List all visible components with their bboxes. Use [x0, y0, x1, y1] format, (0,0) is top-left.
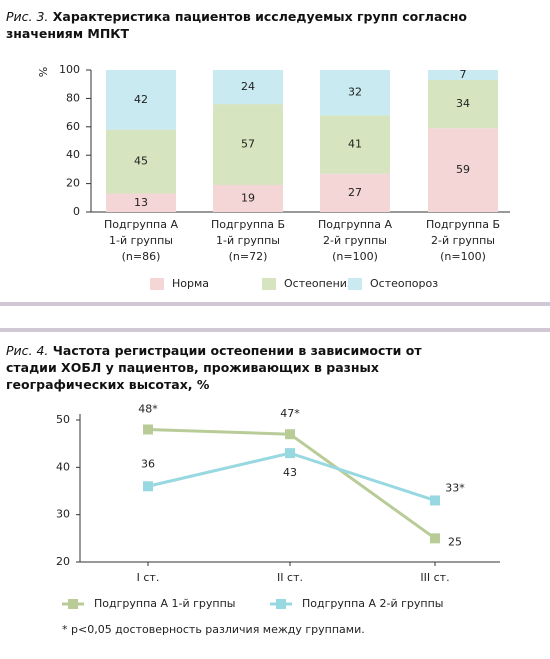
x-tick-label: III ст. [420, 571, 449, 584]
bar-segment [213, 70, 283, 105]
legend-marker [276, 599, 286, 609]
value-label: 25 [448, 535, 462, 548]
value-label: 34 [456, 97, 470, 110]
legend-label: Подгруппа А 1-й группы [94, 597, 235, 610]
y-axis-label: % [37, 67, 50, 77]
marker [285, 429, 295, 440]
figure-label: Рис. 3. [6, 9, 49, 24]
legend-swatch [150, 278, 164, 290]
caption: Рис. 4. Частота регистрации остеопении в… [6, 342, 476, 393]
value-label: 19 [241, 192, 255, 205]
value-label: 27 [348, 186, 362, 199]
value-label: 47* [280, 407, 300, 420]
bar-segment [320, 173, 390, 212]
marker [430, 495, 440, 506]
x-tick-label: (n=100) [332, 250, 378, 263]
value-label: 7 [460, 68, 467, 81]
legend-swatch [348, 278, 362, 290]
x-tick-label: 1-й группы [109, 234, 173, 247]
bar-segment [428, 128, 498, 212]
x-tick-label: Подгруппа А [104, 218, 178, 231]
value-label: 33* [445, 481, 465, 494]
x-tick-label: Подгруппа Б [426, 218, 500, 231]
value-label: 13 [134, 196, 148, 209]
value-label: 45 [134, 155, 148, 168]
value-label: 57 [241, 138, 255, 151]
marker [143, 424, 153, 435]
marker [285, 448, 295, 459]
x-tick-label: II ст. [277, 571, 303, 584]
x-tick-label: I ст. [137, 571, 160, 584]
bar-segment [106, 70, 176, 130]
y-tick-label: 40 [66, 148, 80, 161]
x-tick-label: 2-й группы [323, 234, 387, 247]
caption: Рис. 3. Характеристика пациентов исследу… [6, 8, 526, 42]
marker [430, 533, 440, 544]
x-tick-label: (n=100) [440, 250, 486, 263]
value-label: 32 [348, 86, 362, 99]
bar-segment [106, 193, 176, 212]
value-label: 42 [134, 93, 148, 106]
y-tick-label: 30 [56, 508, 70, 521]
bar-segment [213, 104, 283, 186]
bar-segment [213, 185, 283, 212]
legend-label: Подгруппа А 2-й группы [302, 597, 443, 610]
y-tick-label: 20 [56, 555, 70, 568]
x-tick-label: 2-й группы [431, 234, 495, 247]
x-tick-label: Подгруппа А [318, 218, 392, 231]
bar-segment [428, 70, 498, 80]
y-tick-label: 0 [73, 205, 80, 218]
bar-segment [428, 79, 498, 129]
value-label: 43 [283, 466, 297, 479]
bar-segment [320, 70, 390, 116]
separator [0, 302, 550, 306]
y-tick-label: 50 [56, 413, 70, 426]
chart-title: Характеристика пациентов исследуемых гру… [6, 9, 468, 41]
x-tick-label: (n=86) [122, 250, 161, 263]
x-tick-label: (n=72) [229, 250, 268, 263]
x-tick-label: 1-й группы [216, 234, 280, 247]
marker [143, 481, 153, 492]
y-tick-label: 20 [66, 177, 80, 190]
value-label: 36 [141, 457, 155, 470]
bar-segment [106, 129, 176, 194]
legend-label: Остеопороз [370, 277, 438, 290]
x-tick-label: Подгруппа Б [211, 218, 285, 231]
legend-label: Остеопения [284, 277, 354, 290]
value-label: 41 [348, 138, 362, 151]
separator [0, 328, 550, 332]
chart-title: Частота регистрации остеопении в зависим… [6, 343, 422, 392]
y-tick-label: 80 [66, 91, 80, 104]
footnote: * p<0,05 достоверность различия между гр… [62, 623, 365, 636]
y-tick-label: 40 [56, 460, 70, 473]
bar-segment [320, 115, 390, 174]
line [147, 427, 436, 540]
y-tick-label: 100 [59, 63, 80, 76]
y-tick-label: 60 [66, 120, 80, 133]
legend-marker [68, 599, 78, 609]
figure-label: Рис. 4. [6, 343, 49, 358]
value-label: 59 [456, 163, 470, 176]
value-label: 48* [138, 402, 158, 415]
legend-label: Норма [172, 277, 209, 290]
value-label: 24 [241, 80, 255, 93]
legend-swatch [262, 278, 276, 290]
